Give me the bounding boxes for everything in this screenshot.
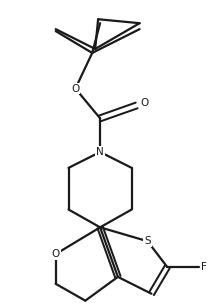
Text: O: O: [140, 99, 149, 108]
Text: F: F: [201, 262, 207, 272]
Text: S: S: [144, 236, 151, 246]
Text: O: O: [71, 83, 80, 94]
Text: N: N: [96, 147, 104, 157]
Text: O: O: [52, 249, 60, 259]
